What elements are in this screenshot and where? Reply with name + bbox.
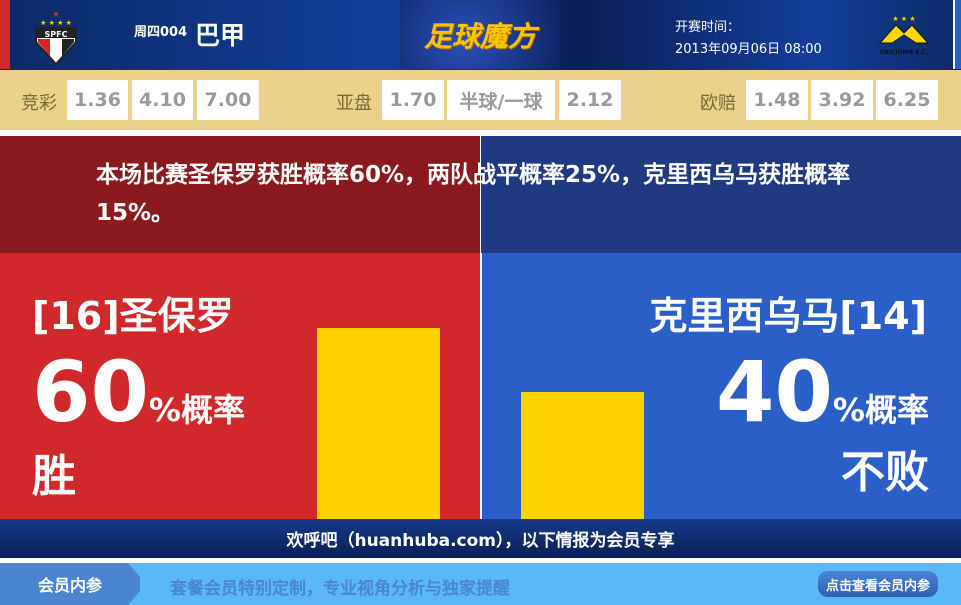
oupei-odd: 6.25 — [876, 80, 938, 120]
away-probability: 40%概率 — [716, 350, 929, 434]
svg-text:CRICIUMA E.C.: CRICIUMA E.C. — [880, 49, 929, 56]
member-text: 套餐会员特别定制，专业视角分析与独家提醒 — [170, 579, 510, 599]
oupei-odd: 3.92 — [811, 80, 873, 120]
jingcai-odd: 1.36 — [67, 80, 128, 120]
svg-text:★ ★ ★: ★ ★ ★ — [892, 15, 915, 23]
match-number: 周四004 — [134, 25, 188, 40]
home-probability: 60%概率 — [32, 350, 245, 434]
away-team-logo: ★ ★ ★ CRICIUMA E.C. — [876, 13, 932, 58]
away-unit: %概率 — [832, 391, 929, 429]
away-percent: 40 — [716, 343, 833, 441]
oupei-label: 欧赔 — [700, 93, 736, 114]
member-tag: 会员内参 — [0, 563, 140, 605]
yapan-odd: 2.12 — [559, 80, 621, 120]
jingcai-label: 竞彩 — [21, 93, 57, 114]
home-unit: %概率 — [148, 391, 245, 429]
jingcai-odd: 7.00 — [197, 80, 259, 120]
kickoff-label: 开赛时间： — [675, 20, 741, 35]
yapan-label: 亚盘 — [336, 93, 372, 114]
prediction-bg-away — [481, 136, 961, 253]
svg-text:★: ★ — [52, 10, 60, 20]
away-result: 不败 — [841, 447, 929, 498]
yapan-handicap: 半球/一球 — [447, 80, 555, 120]
home-percent: 60 — [32, 343, 149, 441]
prediction-text: 本场比赛圣保罗获胜概率60%，两队战平概率25%，克里西乌马获胜概率15%。 — [96, 162, 851, 226]
brand-logo: 足球魔方 — [400, 0, 560, 69]
away-probability-bar — [521, 391, 644, 519]
home-result: 胜 — [32, 451, 76, 502]
view-member-button[interactable]: 点击查看会员内参 — [818, 571, 938, 597]
jingcai-odd: 4.10 — [132, 80, 193, 120]
prediction-bg-home — [0, 136, 480, 253]
home-team-logo: ★ ★ ★ ★ ★ SPFC — [33, 8, 79, 66]
league-name: 巴甲 — [195, 21, 246, 50]
home-team-name: [16]圣保罗 — [32, 294, 234, 338]
kickoff-time: 2013年09月06日 08:00 — [675, 42, 822, 57]
home-color-strip — [0, 0, 10, 69]
away-team-name: 克里西乌马[14] — [649, 294, 927, 338]
member-bar — [0, 563, 961, 605]
yapan-odd: 1.70 — [382, 80, 444, 120]
away-color-strip — [953, 0, 961, 69]
footer-banner: 欢呼吧（huanhuba.com），以下情报为会员专享 — [0, 519, 961, 558]
svg-text:SPFC: SPFC — [45, 30, 68, 39]
svg-text:★ ★ ★ ★: ★ ★ ★ ★ — [40, 19, 72, 27]
oupei-odd: 1.48 — [746, 80, 808, 120]
home-probability-bar — [317, 328, 440, 519]
